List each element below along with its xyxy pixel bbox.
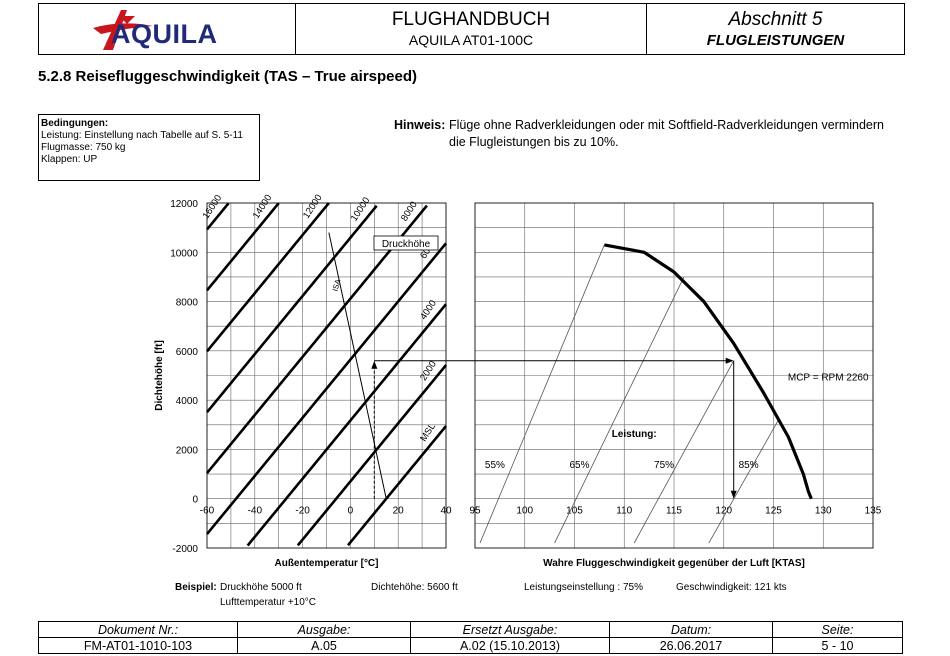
date: 26.06.2017 bbox=[609, 637, 773, 654]
x-tick-label: 110 bbox=[616, 506, 632, 517]
example-density-altitude: Dichtehöhe: 5600 ft bbox=[371, 582, 458, 593]
pressure-altitude-label: 14000 bbox=[251, 193, 275, 221]
power-line bbox=[554, 276, 685, 544]
y-tick-label: 8000 bbox=[176, 298, 199, 309]
x-axis-label: Außentemperatur [°C] bbox=[274, 558, 378, 569]
pressure-altitude-line bbox=[296, 364, 448, 547]
example-label: Beispiel: bbox=[175, 582, 217, 593]
footer-header: Datum: bbox=[609, 621, 773, 638]
isa-line bbox=[328, 232, 387, 499]
power-label: 55% bbox=[485, 460, 505, 471]
example-temperature: Lufttemperatur +10°C bbox=[220, 597, 316, 608]
y-tick-label: 10000 bbox=[170, 248, 198, 259]
power-heading: Leistung: bbox=[612, 429, 657, 440]
x-tick-label: -20 bbox=[295, 506, 310, 517]
section-cell: Abschnitt 5 FLUGLEISTUNGEN bbox=[647, 4, 904, 54]
manual-title-cell: FLUGHANDBUCH AQUILA AT01-100C bbox=[296, 4, 647, 54]
pressure-altitude-line bbox=[347, 425, 448, 547]
example-arrowhead bbox=[371, 360, 378, 369]
pressure-altitude-line bbox=[205, 204, 378, 414]
footer-header: Ausgabe: bbox=[237, 621, 411, 638]
conditions-heading: Bedingungen: bbox=[41, 118, 109, 129]
manual-title: FLUGHANDBUCH bbox=[391, 9, 551, 30]
x-tick-label: 40 bbox=[440, 506, 452, 517]
footer-header: Seite: bbox=[772, 621, 903, 638]
document-header: AQUILA FLUGHANDBUCH AQUILA AT01-100C Abs… bbox=[38, 3, 905, 55]
page-number: 5 - 10 bbox=[772, 637, 903, 654]
example-power-setting: Leistungseinstellung : 75% bbox=[524, 582, 643, 593]
pressure-altitude-line bbox=[205, 242, 448, 535]
replaces-edition: A.02 (15.10.2013) bbox=[410, 637, 610, 654]
edition: A.05 bbox=[237, 637, 411, 654]
x-tick-label: 100 bbox=[516, 506, 533, 517]
footer-header: Ersetzt Ausgabe: bbox=[410, 621, 610, 638]
x-tick-label: 105 bbox=[566, 506, 583, 517]
manual-subtitle: AQUILA AT01-100C bbox=[408, 32, 534, 48]
pressure-altitude-line bbox=[205, 202, 330, 353]
example-arrowhead bbox=[730, 490, 737, 499]
legend-label: Druckhöhe bbox=[382, 239, 431, 250]
example-pressure-altitude: Druckhöhe 5000 ft bbox=[220, 582, 302, 593]
logo-text: AQUILA bbox=[111, 19, 218, 49]
example-arrowhead bbox=[725, 357, 734, 364]
isa-label: ISA bbox=[330, 278, 342, 292]
x-tick-label: 120 bbox=[715, 506, 732, 517]
power-label: 85% bbox=[739, 460, 759, 471]
power-label: 65% bbox=[569, 460, 589, 471]
condition-line: Leistung: Einstellung nach Tabelle auf S… bbox=[41, 130, 243, 141]
condition-line: Klappen: UP bbox=[41, 154, 98, 165]
power-line bbox=[708, 419, 779, 544]
logo-cell: AQUILA bbox=[39, 4, 296, 54]
power-line bbox=[633, 360, 735, 544]
y-tick-label: 4000 bbox=[176, 396, 199, 407]
x-tick-label: 135 bbox=[865, 506, 882, 517]
section-name: FLUGLEISTUNGEN bbox=[706, 32, 845, 49]
plot-frame bbox=[206, 202, 447, 549]
pressure-altitude-label: 12000 bbox=[301, 193, 325, 221]
condition-line: Flugmasse: 750 kg bbox=[41, 142, 126, 153]
x-tick-label: 130 bbox=[815, 506, 832, 517]
pressure-altitude-line bbox=[205, 202, 280, 292]
y-tick-label: -2000 bbox=[172, 544, 198, 555]
pressure-altitude-line bbox=[246, 303, 448, 547]
x-axis-label: Wahre Fluggeschwindigkeit gegenüber der … bbox=[543, 558, 805, 569]
example-speed: Geschwindigkeit: 121 kts bbox=[676, 582, 787, 593]
page-title: 5.2.8 Reisefluggeschwindigkeit (TAS – Tr… bbox=[38, 68, 417, 85]
y-tick-label: 12000 bbox=[170, 199, 198, 210]
aquila-logo-icon bbox=[93, 10, 153, 50]
section-number: Abschnitt 5 bbox=[728, 9, 823, 30]
conditions-box: Bedingungen: Leistung: Einstellung nach … bbox=[38, 114, 260, 181]
pressure-altitude-label: 10000 bbox=[349, 195, 373, 223]
footer-header: Dokument Nr.: bbox=[38, 621, 238, 638]
x-tick-label: -60 bbox=[200, 506, 215, 517]
pressure-altitude-label: 16000 bbox=[201, 193, 225, 221]
document-footer: Dokument Nr.: Ausgabe: Ersetzt Ausgabe: … bbox=[38, 621, 903, 654]
note-label: Hinweis: bbox=[394, 118, 446, 132]
x-tick-label: 125 bbox=[765, 506, 782, 517]
y-tick-label: 0 bbox=[192, 495, 198, 506]
power-line bbox=[479, 244, 605, 544]
x-tick-label: 20 bbox=[393, 506, 405, 517]
mcp-curve bbox=[604, 243, 813, 500]
y-tick-label: 2000 bbox=[176, 445, 199, 456]
plot-frame bbox=[474, 202, 874, 549]
y-tick-label: 6000 bbox=[176, 347, 199, 358]
x-tick-label: 115 bbox=[666, 506, 682, 517]
legend-box bbox=[373, 235, 439, 251]
note: Hinweis: Flüge ohne Radverkleidungen ode… bbox=[394, 117, 899, 151]
document-number: FM-AT01-1010-103 bbox=[38, 637, 238, 654]
mcp-label: MCP = RPM 2260 bbox=[788, 372, 869, 383]
power-label: 75% bbox=[654, 460, 674, 471]
x-tick-label: 95 bbox=[469, 506, 481, 517]
x-tick-label: 0 bbox=[348, 506, 354, 517]
note-text: Flüge ohne Radverkleidungen oder mit Sof… bbox=[449, 118, 884, 149]
y-axis-label: Dichtehöhe [ft] bbox=[154, 340, 165, 411]
pressure-altitude-line bbox=[205, 202, 230, 231]
x-tick-label: -40 bbox=[248, 506, 263, 517]
